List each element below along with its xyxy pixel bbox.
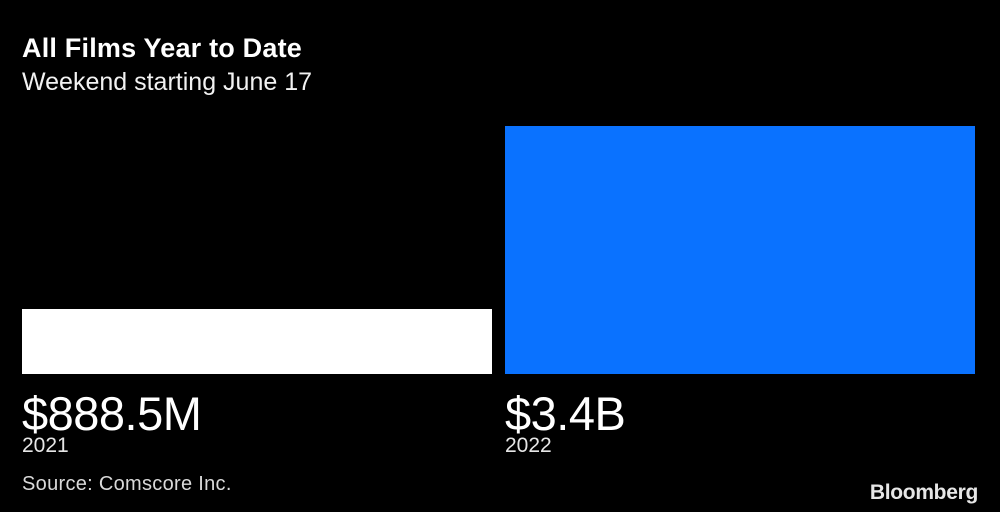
- chart-title: All Films Year to Date: [22, 33, 303, 63]
- data-label-2021: $888.5M: [22, 387, 202, 440]
- source-note: Source: Comscore Inc.: [22, 473, 232, 495]
- bloomberg-logo: Bloomberg: [869, 481, 978, 504]
- data-label-2022: $3.4B: [505, 387, 626, 440]
- bar-2021: [22, 309, 492, 374]
- category-label-2022: 2022: [505, 434, 552, 457]
- category-label-2021: 2021: [22, 434, 69, 457]
- bar-2022: [505, 126, 975, 374]
- chart-subtitle: Weekend starting June 17: [22, 68, 313, 96]
